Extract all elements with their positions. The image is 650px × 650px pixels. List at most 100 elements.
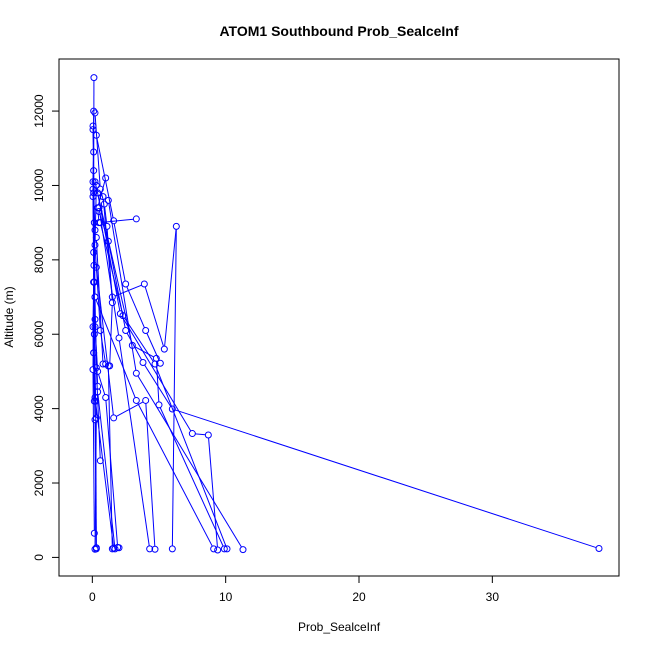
series-22 [91,323,122,551]
series-segment [96,270,114,416]
y-axis: 0 2000 4000 6000 8000 10000 12000 [32,94,60,561]
data-point [114,543,122,551]
data-point [91,109,99,117]
series-segment [94,329,98,369]
data-point [146,545,154,553]
data-point [90,349,98,357]
chart-title: ATOM1 Southbound Prob_SealceInf [219,23,458,39]
data-point [160,345,168,353]
x-axis-label: Prob_SealceInf [298,620,381,634]
data-point [132,215,140,223]
series-segment [101,218,134,223]
series-segment [94,188,97,242]
data-point [168,545,176,553]
data-point [96,219,104,227]
y-tick-label: 4000 [32,395,46,422]
data-point [95,207,103,215]
series-segment [164,229,177,347]
data-point [204,431,212,439]
x-tick-label: 20 [352,590,366,604]
series-segment [195,433,206,436]
x-axis: 0 10 20 30 [89,575,500,604]
series-segment [94,422,97,546]
series-4 [92,131,164,367]
series-segment [114,284,142,297]
series-segment [137,402,213,547]
series-19 [89,185,98,537]
data-point [119,312,127,320]
y-tick-label: 6000 [32,321,46,348]
data-point [139,359,147,367]
series-segment [113,223,126,282]
data-point [90,330,98,338]
data-point [90,107,98,115]
series-segment [95,240,104,362]
series-segment [92,154,95,179]
series-segment [144,286,164,347]
data-point [115,334,123,342]
series-segment [96,138,114,218]
data-point [92,397,100,405]
data-point [151,360,159,368]
series-segment [98,374,106,395]
series-segment [175,409,597,549]
series-segment [144,364,172,407]
series-segment [95,299,136,398]
series-segment [208,437,218,548]
data-point [94,367,102,375]
data-point [89,126,97,134]
series-8 [95,204,154,553]
series-15 [104,196,247,554]
data-point [91,241,99,249]
y-tick-label: 10000 [32,168,46,202]
data-point [110,414,118,422]
plot-frame [58,58,620,577]
series-20 [92,263,159,553]
data-point [102,174,110,182]
data-point [220,545,228,553]
data-point [90,148,98,156]
data-point [91,416,99,424]
data-point [595,544,603,552]
series-segment [92,192,95,280]
series-segment [109,305,113,363]
series-segment [145,403,156,547]
data-point [96,457,104,465]
series-21 [91,293,218,553]
data-point [151,545,159,553]
series-14 [96,219,231,553]
series-segment [92,285,95,367]
y-tick-label: 2000 [32,469,46,496]
data-point [214,546,222,554]
data-point [89,185,97,193]
x-tick-label: 30 [486,590,500,604]
data-point [168,405,176,413]
data-point [104,196,112,204]
y-tick-label: 12000 [32,94,46,128]
data-point [91,315,99,323]
data-point [89,366,97,374]
y-axis-label: Altitude (m) [2,286,16,347]
data-point [90,74,98,82]
series-segment [126,286,145,328]
data-point [92,263,100,271]
series-segment [97,210,100,220]
series-segment [155,366,227,547]
data-point [142,396,150,404]
series-segment [108,244,126,328]
data-point [91,293,99,301]
data-point [172,222,180,230]
series-layer [89,74,603,554]
data-point [210,545,218,553]
data-point [188,430,196,438]
data-point [132,369,140,377]
x-tick-label: 0 [89,590,96,604]
series-segment [124,317,154,362]
series-segment [97,394,116,546]
data-point [142,327,150,335]
data-point [99,193,107,201]
series-segment [97,195,121,311]
series-segment [104,206,108,224]
series-segment [100,225,123,313]
